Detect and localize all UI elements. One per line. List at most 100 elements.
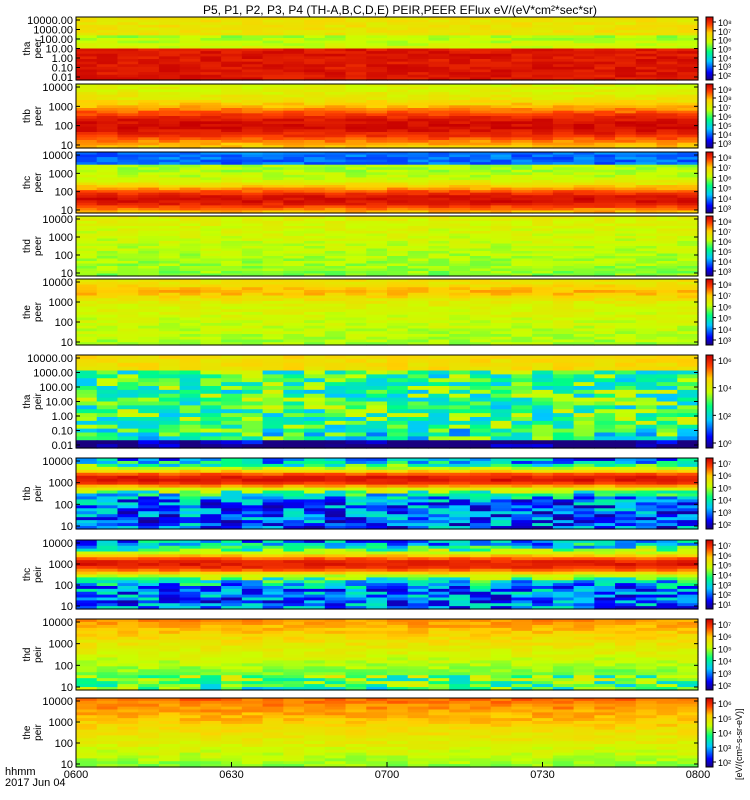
y-tick-label: 100.00 [39, 34, 73, 46]
panel-ylabel-probe: tha [22, 41, 33, 55]
time-axis-ticks: 0600 0630 0700 0730 0800 [64, 762, 710, 781]
y-tick-label: 100.00 [39, 382, 73, 394]
colorbar-tick-label: 10⁶ [718, 471, 732, 481]
y-tick-label: 100 [55, 250, 73, 262]
colorbar-tick-label: 10⁹ [718, 85, 732, 95]
colorbar-tick-label: 10⁴ [718, 571, 732, 581]
colorbar-tick-label: 10⁵ [718, 45, 732, 55]
y-tick-label: 100 [55, 121, 73, 133]
colorbar-tick-label: 10⁴ [718, 496, 732, 506]
panel-thc-peir: 10000 1000 100 10 thc peir 10⁷10⁶10⁵10⁴10³10²1… [22, 538, 732, 613]
y-tick-label: 1000.00 [33, 25, 73, 37]
y-tick-label: 1000 [49, 559, 73, 571]
panel-ylabel-probe: the [22, 305, 33, 319]
colorbar-tick-label: 10⁰ [718, 439, 732, 449]
colorbar-tick-label: 10⁶ [718, 632, 732, 642]
time-tick-label: 0600 [64, 769, 88, 781]
y-tick-label: 10000.00 [27, 15, 73, 27]
colorbar-tick-label: 10⁶ [718, 237, 732, 247]
time-tick-label: 0700 [375, 769, 399, 781]
panel-frame [75, 278, 699, 346]
colorbar [705, 278, 714, 346]
colorbar-tick-label: 10⁵ [718, 314, 732, 324]
y-tick-label: 100 [55, 499, 73, 511]
panel-ylabel-species: peir [33, 392, 44, 409]
colorbar [705, 16, 714, 81]
colorbar-tick-label: 10⁵ [718, 644, 732, 654]
colorbar [705, 457, 714, 530]
y-tick-label: 100 [55, 580, 73, 592]
colorbar-tick-label: 10³ [718, 336, 731, 346]
time-axis-label-date: 2017 Jun 04 [5, 777, 66, 789]
colorbar-tick-label: 10² [718, 411, 731, 421]
colorbar-tick-label: 10⁷ [718, 291, 731, 301]
y-tick-label: 10000 [42, 150, 73, 162]
colorbar-tick-label: 10⁵ [718, 483, 732, 493]
y-tick-label: 1000 [49, 168, 73, 180]
colorbar-tick-label: 10⁸ [718, 280, 732, 290]
y-tick-label: 1000 [49, 232, 73, 244]
y-tick-label: 1.00 [52, 411, 73, 423]
panel-frame [75, 215, 699, 277]
colorbar-tick-label: 10⁶ [718, 173, 732, 183]
colorbar-tick-label: 10⁴ [718, 130, 732, 140]
panel-tha-peir: 10000.00 1000.00 100.00 10.00 1.00 0.10 0.01 th… [22, 353, 732, 452]
colorbar-tick-label: 10⁶ [718, 112, 732, 122]
y-tick-label: 10000 [42, 696, 73, 708]
colorbar-tick-label: 10⁷ [718, 620, 731, 630]
panel-ylabel-species: peer [33, 172, 44, 193]
y-tick-label: 10 [61, 205, 73, 217]
panel-frame [75, 151, 699, 214]
colorbar-tick-label: 10⁸ [718, 153, 732, 163]
panel-the-peir: 10000 1000 100 10 the peir 10⁶ 10⁵ 10⁴ 10³ 10² [22, 696, 732, 771]
colorbar [705, 354, 714, 449]
y-tick-label: 100 [55, 187, 73, 199]
y-tick-label: 10 [61, 682, 73, 694]
y-tick-label: 10 [61, 268, 73, 280]
colorbar-tick-label: 10² [718, 71, 731, 81]
y-tick-label: 10000 [42, 82, 73, 94]
y-tick-label: 10000 [42, 538, 73, 550]
panel-thb-peer: 10000 1000 100 10 thb peer 10⁹10⁸10⁷10⁶10⁵10⁴1… [22, 82, 732, 152]
panel-ylabel-species: peer [33, 235, 44, 256]
colorbar-tick-label: 10⁶ [718, 36, 732, 46]
y-tick-label: 10000.00 [27, 353, 73, 365]
panels: 10000.001000.00100.0010.001.000.100.01th… [22, 15, 732, 771]
colorbar-tick-label: 10⁵ [718, 121, 732, 131]
colorbar-tick-label: 10⁸ [718, 94, 732, 104]
colorbar-tick-label: 10⁴ [718, 657, 732, 667]
y-tick-label: 100 [55, 317, 73, 329]
colorbar-tick-label: 10³ [718, 669, 731, 679]
panel-ylabel-probe: thd [22, 648, 33, 662]
panel-ylabel-species: peir [33, 484, 44, 501]
panel-ylabel-species: peer [33, 301, 44, 322]
colorbar-tick-label: 10⁶ [718, 551, 732, 561]
panel-frame [75, 83, 699, 149]
panel-ylabel-species: peir [33, 645, 44, 662]
panel-ylabel-probe: thb [22, 486, 33, 500]
y-tick-label: 100 [55, 738, 73, 750]
y-tick-label: 10000 [42, 214, 73, 226]
panel-ylabel-probe: thb [22, 109, 33, 123]
y-tick-label: 0.01 [52, 440, 73, 452]
colorbar-tick-label: 10⁴ [718, 325, 732, 335]
panel-ylabel-probe: thd [22, 239, 33, 253]
panel-ylabel-probe: thc [22, 176, 33, 189]
y-tick-label: 10 [61, 337, 73, 349]
colorbar-tick-label: 10³ [718, 580, 731, 590]
y-tick-label: 10.00 [45, 44, 73, 56]
colorbar-tick-label: 10⁸ [718, 217, 732, 227]
time-tick-label: 0730 [530, 769, 554, 781]
panel-ylabel-species: peer [33, 105, 44, 126]
colorbar-tick-label: 10⁶ [718, 302, 732, 312]
figure-title: P5, P1, P2, P3, P4 (TH-A,B,C,D,E) PEIR,P… [203, 3, 597, 17]
colorbar [705, 618, 714, 691]
colorbar [705, 697, 714, 768]
y-tick-label: 10 [61, 521, 73, 533]
colorbar-tick-label: 10³ [718, 62, 731, 72]
time-tick-label: 0800 [686, 769, 710, 781]
